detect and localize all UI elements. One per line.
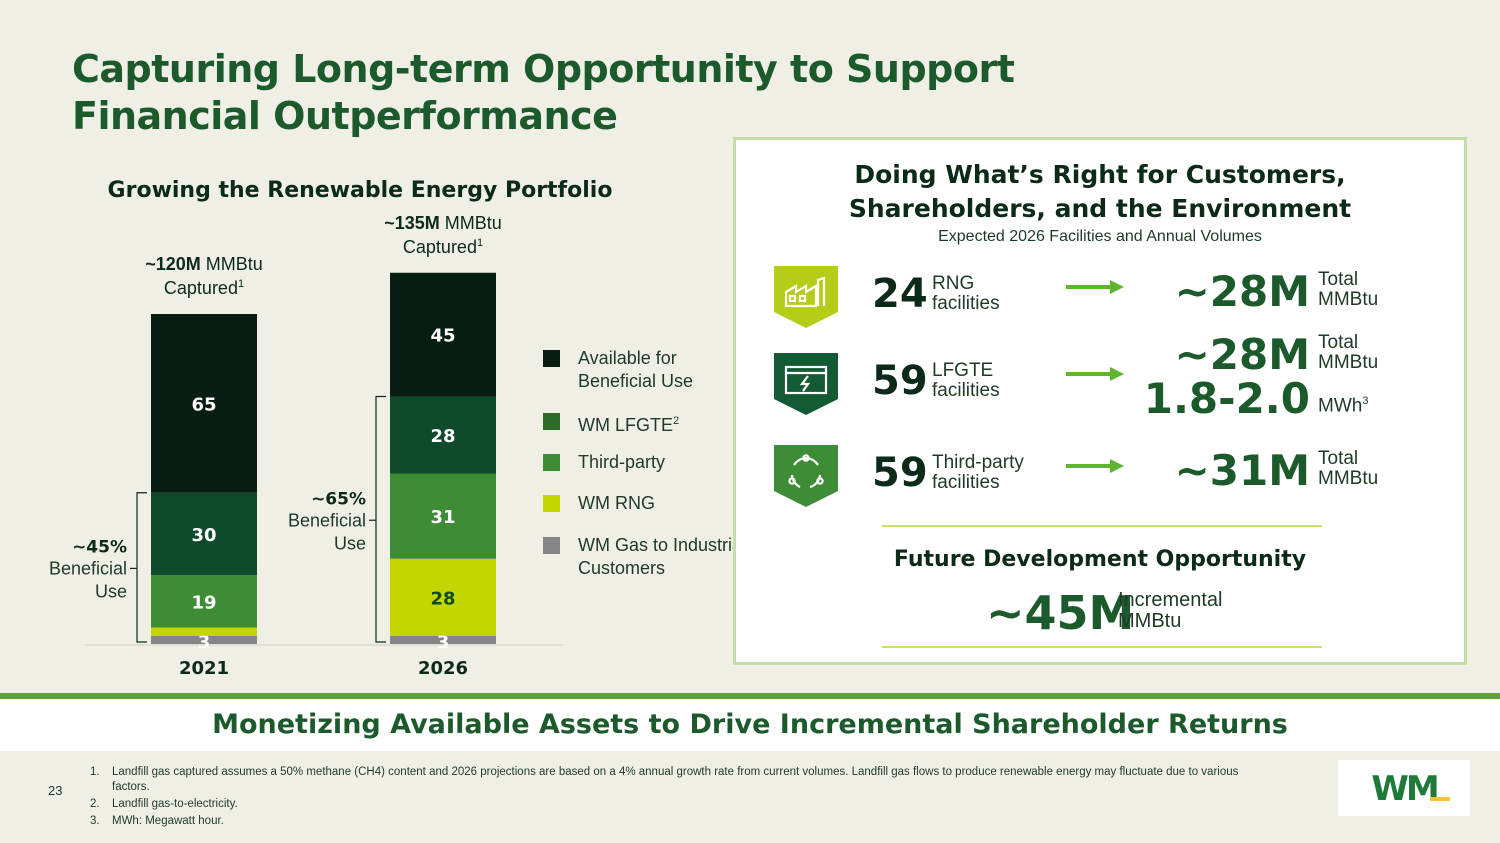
legend-swatch: [543, 413, 560, 430]
wm-logo-mark: WM: [1371, 769, 1450, 809]
data-label: 3: [198, 632, 211, 653]
captured-label: Captured1: [403, 237, 483, 257]
rng-count: 24: [872, 271, 928, 317]
chart-title: Growing the Renewable Energy Portfolio: [107, 178, 613, 203]
data-label: 31: [430, 507, 455, 528]
rng-volume: ~28M: [1174, 267, 1310, 316]
lfgte-power: 1.8-2.0: [1143, 374, 1310, 423]
rng-facility-icon: [774, 266, 838, 328]
future-value: ~45M: [986, 586, 1135, 640]
bracket: [136, 492, 147, 643]
lfgte-facility-icon: [774, 353, 838, 415]
bar-segment: [151, 575, 257, 628]
beneficial-label: Use: [95, 581, 127, 601]
bar-segment: [151, 314, 257, 493]
bar-segment: [151, 627, 257, 636]
data-label: 30: [191, 525, 216, 546]
title-line-1: Capturing Long-term Opportunity to Suppo…: [72, 47, 1015, 91]
panel-subtitle: Expected 2026 Facilities and Annual Volu…: [938, 228, 1262, 245]
category-label: 2026: [418, 658, 468, 679]
total-label: ~135M MMBtu: [384, 213, 502, 233]
beneficial-pct: ~65%: [311, 489, 366, 509]
lfgte-count: 59: [872, 358, 928, 404]
wm-logo: WM: [1338, 760, 1470, 816]
page-title: Capturing Long-term Opportunity to Suppo…: [72, 46, 1015, 140]
third-party-volume: ~31M: [1174, 446, 1310, 495]
bar-segment: [390, 272, 496, 397]
divider: [882, 525, 1322, 527]
data-label: 65: [191, 394, 216, 415]
bar-segment: [151, 492, 257, 576]
arrow-right-icon: [1066, 280, 1124, 294]
rng-label: RNG facilities: [932, 273, 1000, 314]
bar-segment: [390, 558, 496, 636]
lfgte-volume: ~28M: [1174, 330, 1310, 379]
footnote: 1. Landfill gas captured assumes a 50% me…: [90, 766, 1239, 793]
third-party-volume-unit: Total MMBtu: [1318, 448, 1379, 489]
data-label: 28: [430, 588, 455, 609]
lfgte-volume-unit: Total MMBtu: [1318, 332, 1379, 373]
footnotes: 1. Landfill gas captured assumes a 50% me…: [90, 765, 1240, 831]
captured-label: Captured1: [164, 278, 244, 298]
recycle-cycle-icon: [774, 445, 838, 507]
beneficial-label: Beneficial: [288, 510, 366, 530]
footnote: 2. Landfill gas-to-electricity.: [90, 798, 238, 810]
data-label: 28: [430, 426, 455, 447]
future-label: Incremental MMBtu: [1118, 589, 1223, 632]
facility-row-rng: 24 RNG facilities ~28M Total MMBtu: [736, 266, 1464, 336]
bracket: [375, 395, 386, 643]
panel-title-line-2: Shareholders, and the Environment: [848, 194, 1352, 223]
beneficial-pct: ~45%: [72, 537, 127, 557]
legend-label: WM Gas to Industrial Customers: [578, 535, 747, 578]
legend-swatch: [543, 350, 560, 367]
category-label: 2021: [179, 658, 229, 679]
third-party-count: 59: [872, 450, 928, 496]
rng-volume-unit: Total MMBtu: [1318, 269, 1379, 310]
data-label: 45: [430, 326, 455, 347]
legend-label: Available for Beneficial Use: [578, 348, 694, 391]
legend-swatch: [543, 454, 560, 471]
facility-row-third-party: 59 Third-party facilities ~31M Total MMBtu: [736, 445, 1464, 515]
panel-title: Doing What’s Right for Customers, Shareh…: [736, 158, 1464, 226]
legend-label: WM LFGTE2: [578, 415, 680, 435]
third-party-label: Third-party facilities: [932, 452, 1024, 493]
arrow-right-icon: [1066, 459, 1124, 473]
divider: [882, 646, 1322, 648]
total-label: ~120M MMBtu: [145, 254, 263, 274]
data-label: 19: [191, 592, 216, 613]
bar-segment: [390, 473, 496, 559]
lfgte-power-unit: MWh3: [1318, 395, 1369, 417]
legend-label: WM RNG: [578, 493, 655, 513]
legend-swatch: [543, 495, 560, 512]
banner-rule: [0, 693, 1500, 699]
legend-swatch: [543, 537, 560, 554]
bar-segment: [390, 635, 496, 644]
future-title: Future Development Opportunity: [893, 547, 1307, 572]
beneficial-label: Beneficial: [49, 558, 127, 578]
beneficial-label: Use: [334, 533, 366, 553]
bar-segment: [151, 635, 257, 644]
panel-title-line-1: Doing What’s Right for Customers,: [854, 160, 1346, 189]
footnote: 3. MWh: Megawatt hour.: [90, 815, 224, 827]
lfgte-label: LFGTE facilities: [932, 360, 1000, 401]
facility-row-lfgte: 59 LFGTE facilities ~28M Total MMBtu 1.8-2…: [736, 333, 1464, 423]
banner: Monetizing Available Assets to Drive Inc…: [0, 699, 1500, 751]
legend-label: Third-party: [578, 452, 666, 472]
outcomes-panel: Doing What’s Right for Customers, Shareh…: [733, 137, 1467, 665]
page-number: 23: [48, 783, 63, 798]
bar-segment: [390, 396, 496, 474]
title-line-2: Financial Outperformance: [72, 94, 618, 138]
data-label: 3: [437, 632, 450, 653]
arrow-right-icon: [1066, 367, 1124, 381]
svg-text:WM: WM: [1371, 769, 1437, 809]
stacked-bar-chart: 33193065~120M MMBtuCaptured12021~45%Bene…: [49, 213, 563, 679]
